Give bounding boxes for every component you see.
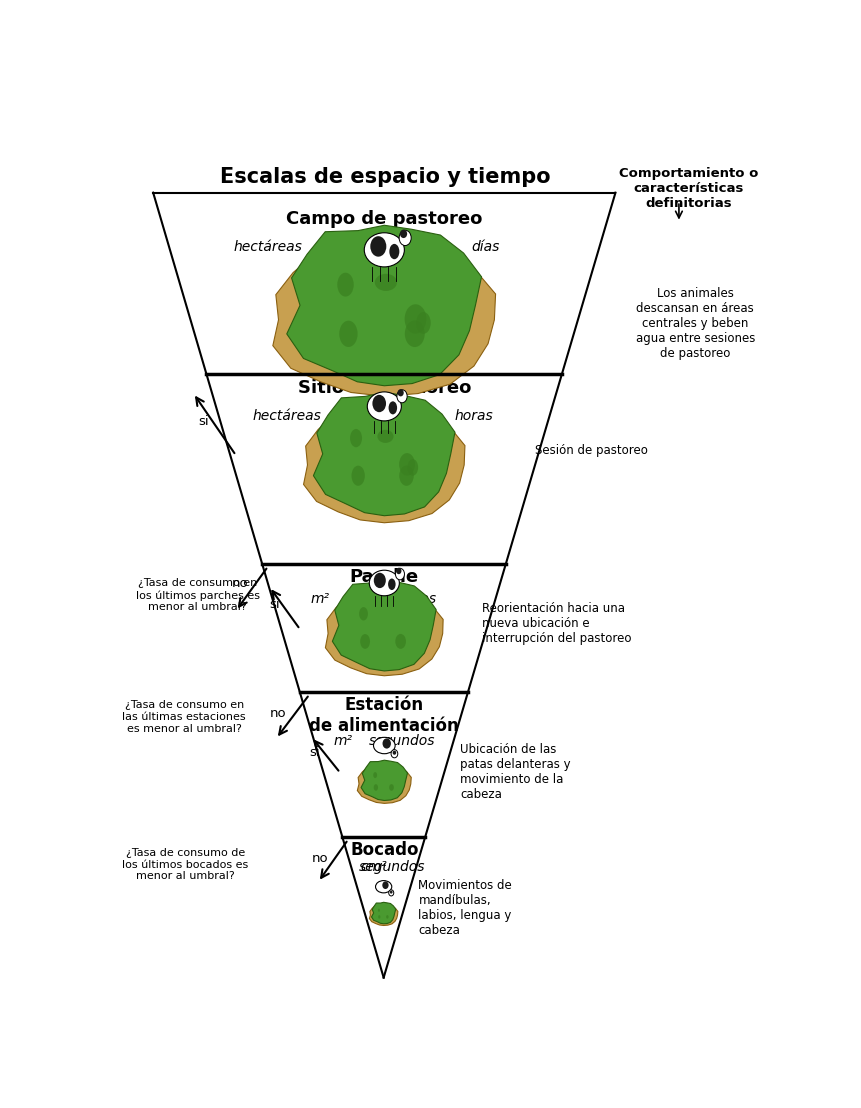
Polygon shape: [287, 225, 481, 386]
Text: Escalas de espacio y tiempo: Escalas de espacio y tiempo: [220, 167, 549, 187]
Ellipse shape: [399, 230, 411, 246]
Ellipse shape: [373, 737, 394, 753]
Text: Sitio de pastoreo: Sitio de pastoreo: [297, 379, 470, 397]
Ellipse shape: [400, 229, 406, 238]
Ellipse shape: [370, 236, 386, 257]
Ellipse shape: [387, 578, 395, 591]
Text: Bocado: Bocado: [350, 841, 418, 859]
Text: no: no: [269, 707, 286, 719]
Ellipse shape: [375, 881, 391, 893]
Ellipse shape: [377, 430, 393, 443]
Ellipse shape: [399, 453, 414, 475]
Text: horas: horas: [454, 409, 492, 422]
Ellipse shape: [404, 305, 426, 334]
Text: Reorientación hacia una
nueva ubicación e
interrupción del pastoreo: Reorientación hacia una nueva ubicación …: [481, 603, 630, 645]
Ellipse shape: [396, 390, 406, 403]
Ellipse shape: [388, 890, 393, 896]
Ellipse shape: [364, 233, 404, 267]
Ellipse shape: [377, 909, 380, 912]
Ellipse shape: [391, 750, 397, 758]
Polygon shape: [273, 244, 495, 397]
Text: hectáreas: hectáreas: [233, 239, 302, 254]
Ellipse shape: [351, 465, 364, 485]
Polygon shape: [325, 592, 443, 676]
Polygon shape: [313, 392, 455, 515]
Ellipse shape: [337, 273, 353, 297]
Ellipse shape: [375, 274, 397, 291]
Polygon shape: [357, 765, 411, 803]
Text: Parche: Parche: [350, 568, 418, 586]
Polygon shape: [369, 904, 398, 925]
Ellipse shape: [395, 634, 406, 649]
Ellipse shape: [395, 567, 401, 574]
Text: ¿Tasa de consumo de
los últimos bocados es
menor al umbral?: ¿Tasa de consumo de los últimos bocados …: [122, 848, 249, 881]
Ellipse shape: [389, 244, 399, 259]
Text: si: si: [198, 414, 208, 428]
Text: días: días: [470, 239, 499, 254]
Ellipse shape: [350, 429, 362, 448]
Ellipse shape: [374, 573, 386, 588]
Ellipse shape: [367, 392, 401, 421]
Text: Ubicación de las
patas delanteras y
movimiento de la
cabeza: Ubicación de las patas delanteras y movi…: [460, 743, 571, 801]
Text: ¿Tasa de consumo en
las últimas estaciones
es menor al umbral?: ¿Tasa de consumo en las últimas estacion…: [122, 700, 245, 733]
Text: ¿Tasa de consumo en
los últimos parches es
menor al umbral?: ¿Tasa de consumo en los últimos parches …: [136, 578, 259, 612]
Text: no: no: [232, 577, 248, 589]
Text: si: si: [309, 746, 319, 759]
Ellipse shape: [382, 881, 388, 889]
Ellipse shape: [392, 750, 396, 755]
Polygon shape: [332, 581, 436, 671]
Ellipse shape: [382, 738, 391, 749]
Ellipse shape: [407, 459, 418, 475]
Text: m²: m²: [310, 592, 330, 606]
Polygon shape: [371, 902, 395, 924]
Ellipse shape: [388, 401, 397, 414]
Ellipse shape: [397, 389, 403, 397]
Ellipse shape: [405, 320, 424, 347]
Ellipse shape: [360, 634, 369, 649]
Text: Campo de pastoreo: Campo de pastoreo: [286, 209, 482, 228]
Ellipse shape: [372, 394, 386, 412]
Ellipse shape: [395, 568, 404, 579]
Ellipse shape: [373, 772, 376, 778]
Text: segundos: segundos: [368, 733, 435, 748]
Ellipse shape: [416, 312, 430, 334]
Ellipse shape: [399, 465, 413, 485]
Text: si: si: [269, 598, 280, 612]
Ellipse shape: [386, 915, 388, 919]
Ellipse shape: [374, 784, 378, 791]
Ellipse shape: [359, 607, 368, 620]
Ellipse shape: [388, 784, 393, 791]
Text: Los animales
descansan en áreas
centrales y beben
agua entre sesiones
de pastore: Los animales descansan en áreas centrale…: [635, 287, 754, 359]
Text: Sesión de pastoreo: Sesión de pastoreo: [535, 444, 647, 458]
Ellipse shape: [369, 571, 399, 596]
Text: Movimientos de
mandíbulas,
labios, lengua y
cabeza: Movimientos de mandíbulas, labios, lengu…: [418, 880, 511, 937]
Polygon shape: [361, 760, 407, 800]
Polygon shape: [303, 408, 464, 523]
Ellipse shape: [389, 891, 392, 894]
Text: m²: m²: [333, 733, 352, 748]
Text: Comportamiento o
características
definitorias: Comportamiento o características definit…: [618, 167, 758, 211]
Ellipse shape: [339, 320, 357, 347]
Text: minutos: minutos: [380, 592, 436, 606]
Text: segundos: segundos: [358, 860, 424, 874]
Text: cm²: cm²: [360, 860, 387, 874]
Text: no: no: [312, 852, 328, 864]
Ellipse shape: [378, 915, 380, 919]
Text: Estación
de alimentación: Estación de alimentación: [309, 696, 459, 735]
Text: hectáreas: hectáreas: [252, 409, 321, 422]
